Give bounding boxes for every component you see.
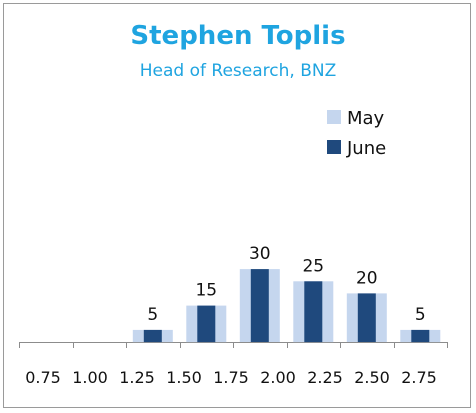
legend-swatch-may [327,110,341,124]
x-tick-label: 0.75 [25,368,61,387]
bar-june-1.50 [197,305,216,343]
bar-june-1.75 [250,269,269,342]
data-label: 15 [195,281,217,301]
data-label: 5 [147,305,158,325]
data-labels: 5 15 30 25 20 5 [147,244,425,325]
x-tick-label: 1.75 [213,368,249,387]
bar-june-2.25 [357,293,376,342]
bar-june-2.00 [304,281,323,343]
x-tick-labels: 0.75 1.00 1.25 1.50 1.75 2.00 2.25 2.50 2.75 [25,368,437,387]
x-tick-label: 2.75 [401,368,437,387]
data-label: 5 [415,305,426,325]
x-tick-label: 1.50 [166,368,202,387]
x-tick-label: 1.00 [72,368,108,387]
data-label: 20 [356,268,378,288]
legend-swatch-june [327,140,341,154]
bar-june-1.25 [143,329,162,343]
data-label: 30 [249,244,271,264]
data-label: 25 [302,256,324,276]
legend-label-june: June [346,138,386,159]
chart-title: Stephen Toplis [130,21,346,51]
x-tick-label: 2.25 [307,368,343,387]
x-tick-label: 2.50 [354,368,390,387]
chart-frame [3,3,471,408]
legend: May June [327,108,386,159]
x-axis-ticks [19,342,448,348]
x-tick-label: 1.25 [119,368,155,387]
bar-june-2.50 [411,329,430,343]
x-tick-label: 2.00 [260,368,296,387]
legend-label-may: May [347,108,385,129]
bars [132,269,441,343]
chart-subtitle: Head of Research, BNZ [139,61,337,81]
